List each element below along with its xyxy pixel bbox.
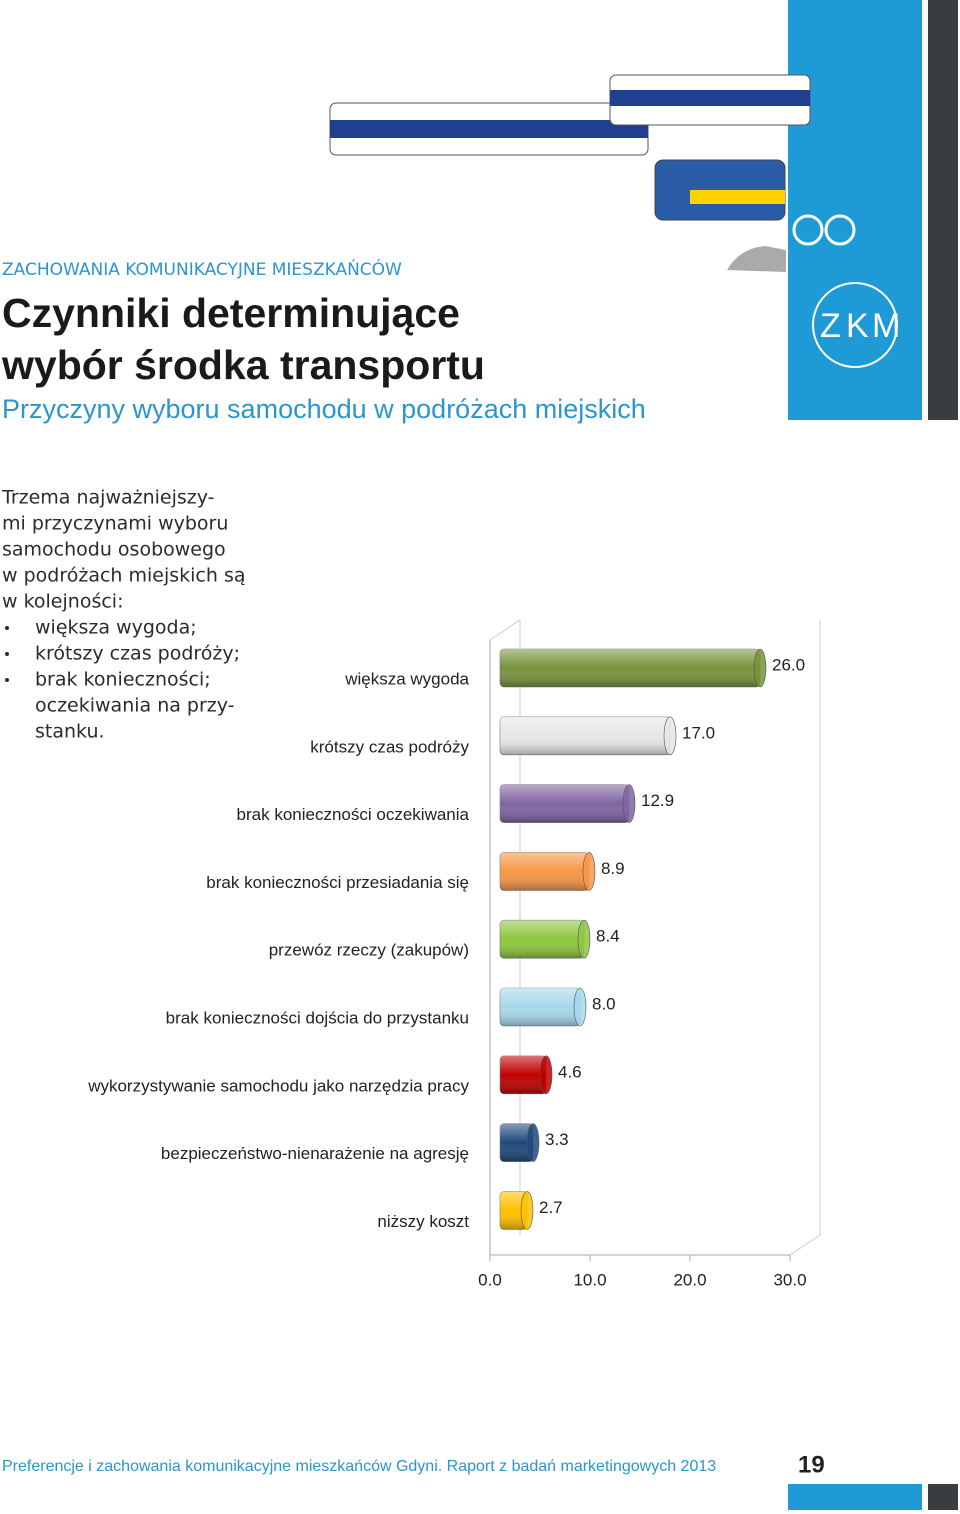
- bar-shade: [500, 852, 589, 891]
- category-label: niższy koszt: [377, 1212, 469, 1231]
- bar: [499, 648, 767, 688]
- logo-letter: K: [846, 307, 869, 345]
- bar-shade: [500, 988, 580, 1026]
- bar-shade: [500, 920, 584, 959]
- bar: [499, 716, 677, 756]
- title-line: wybór środka transportu: [1, 342, 485, 388]
- logo-ring: [812, 282, 898, 368]
- intro-line: mi przyczynami wyboru: [2, 513, 228, 535]
- bicycle-wheel: [792, 214, 824, 246]
- vehicles-illustration: [329, 74, 856, 272]
- intro-line: Trzema najważniejszy-: [1, 487, 215, 509]
- footer-blue-band: [788, 1484, 922, 1510]
- bullet-line: brak konieczności;: [35, 669, 211, 691]
- category-label: wykorzystywanie samochodu jako narzędzia…: [87, 1076, 469, 1095]
- section-label: ZACHOWANIA KOMUNIKACYJNE MIESZKAŃCÓW: [2, 258, 402, 280]
- bar-shade: [500, 716, 670, 755]
- bullet-dot: [5, 626, 9, 630]
- footer-dark-band: [928, 1484, 958, 1510]
- trolleybus-stripe: [610, 90, 810, 106]
- value-label: 4.6: [558, 1062, 582, 1081]
- bullet-line: krótszy czas podróży;: [35, 643, 240, 665]
- x-tick-label: 30.0: [773, 1270, 806, 1289]
- category-label: przewóz rzeczy (zakupów): [269, 941, 469, 960]
- category-label: krótszy czas podróży: [310, 737, 469, 756]
- subtitle: Przyczyny wyboru samochodu w podróżach m…: [2, 394, 646, 424]
- bullet-line: stanku.: [35, 721, 105, 743]
- value-label: 8.4: [596, 927, 620, 946]
- value-label: 8.0: [592, 994, 616, 1013]
- value-label: 3.3: [545, 1130, 569, 1149]
- train-stripe: [690, 190, 785, 204]
- category-label: bezpieczeństwo-nienarażenie na agresję: [161, 1144, 469, 1163]
- title-line: Czynniki determinujące: [2, 290, 460, 336]
- bar-shade: [500, 1191, 527, 1230]
- value-label: 8.9: [601, 859, 625, 878]
- bar-shade: [500, 784, 629, 823]
- bullet-dot: [5, 652, 9, 656]
- bar: [499, 784, 636, 823]
- value-label: 12.9: [641, 791, 674, 810]
- bus-stripe: [330, 120, 648, 138]
- bar-cap: [520, 1191, 534, 1230]
- bar-cap: [753, 648, 767, 688]
- bullet-line: większa wygoda;: [35, 617, 197, 639]
- bar: [499, 1191, 534, 1230]
- axis-frame: [489, 619, 521, 641]
- bullet-dot: [5, 678, 9, 682]
- bar-cap: [663, 716, 677, 756]
- bar-cap: [577, 919, 591, 959]
- bar-shade: [500, 649, 760, 687]
- x-tick-label: 20.0: [673, 1270, 706, 1289]
- intro-line: w kolejności:: [2, 591, 123, 613]
- bicycle-wheel: [824, 214, 856, 246]
- bar: [499, 919, 591, 959]
- bar: [499, 1055, 553, 1095]
- category-label: brak konieczności przesiadania się: [206, 873, 469, 892]
- bar-cap: [622, 784, 636, 823]
- bar-cap: [526, 1123, 540, 1162]
- value-label: 2.7: [539, 1198, 563, 1217]
- bar-shade: [500, 1055, 546, 1094]
- axis-frame: [789, 1234, 821, 1256]
- category-label: brak konieczności dojścia do przystanku: [166, 1008, 469, 1027]
- bar-cap: [573, 987, 587, 1027]
- bar: [499, 1123, 540, 1162]
- bar: [499, 987, 587, 1027]
- page-number: 19: [798, 1451, 825, 1478]
- bar-cap: [539, 1055, 553, 1095]
- bar: [499, 852, 596, 891]
- bar-shade: [500, 1123, 533, 1162]
- category-label: większa wygoda: [344, 669, 469, 688]
- footer-text: Preferencje i zachowania komunikacyjne m…: [2, 1458, 716, 1475]
- value-label: 26.0: [772, 655, 805, 674]
- car: [727, 246, 786, 272]
- header-dark-band: [928, 0, 958, 420]
- logo-letter: Z: [820, 307, 841, 345]
- header-blue-band: [788, 0, 922, 420]
- value-label: 17.0: [682, 723, 715, 742]
- intro-line: samochodu osobowego: [2, 539, 226, 561]
- x-tick-label: 10.0: [573, 1270, 606, 1289]
- bar-cap: [582, 852, 596, 891]
- intro-line: w podróżach miejskich są: [2, 565, 246, 587]
- logo-letter: M: [872, 307, 900, 345]
- category-label: brak konieczności oczekiwania: [237, 805, 470, 824]
- bullet-line: oczekiwania na przy-: [35, 695, 235, 717]
- x-tick-label: 0.0: [478, 1270, 502, 1289]
